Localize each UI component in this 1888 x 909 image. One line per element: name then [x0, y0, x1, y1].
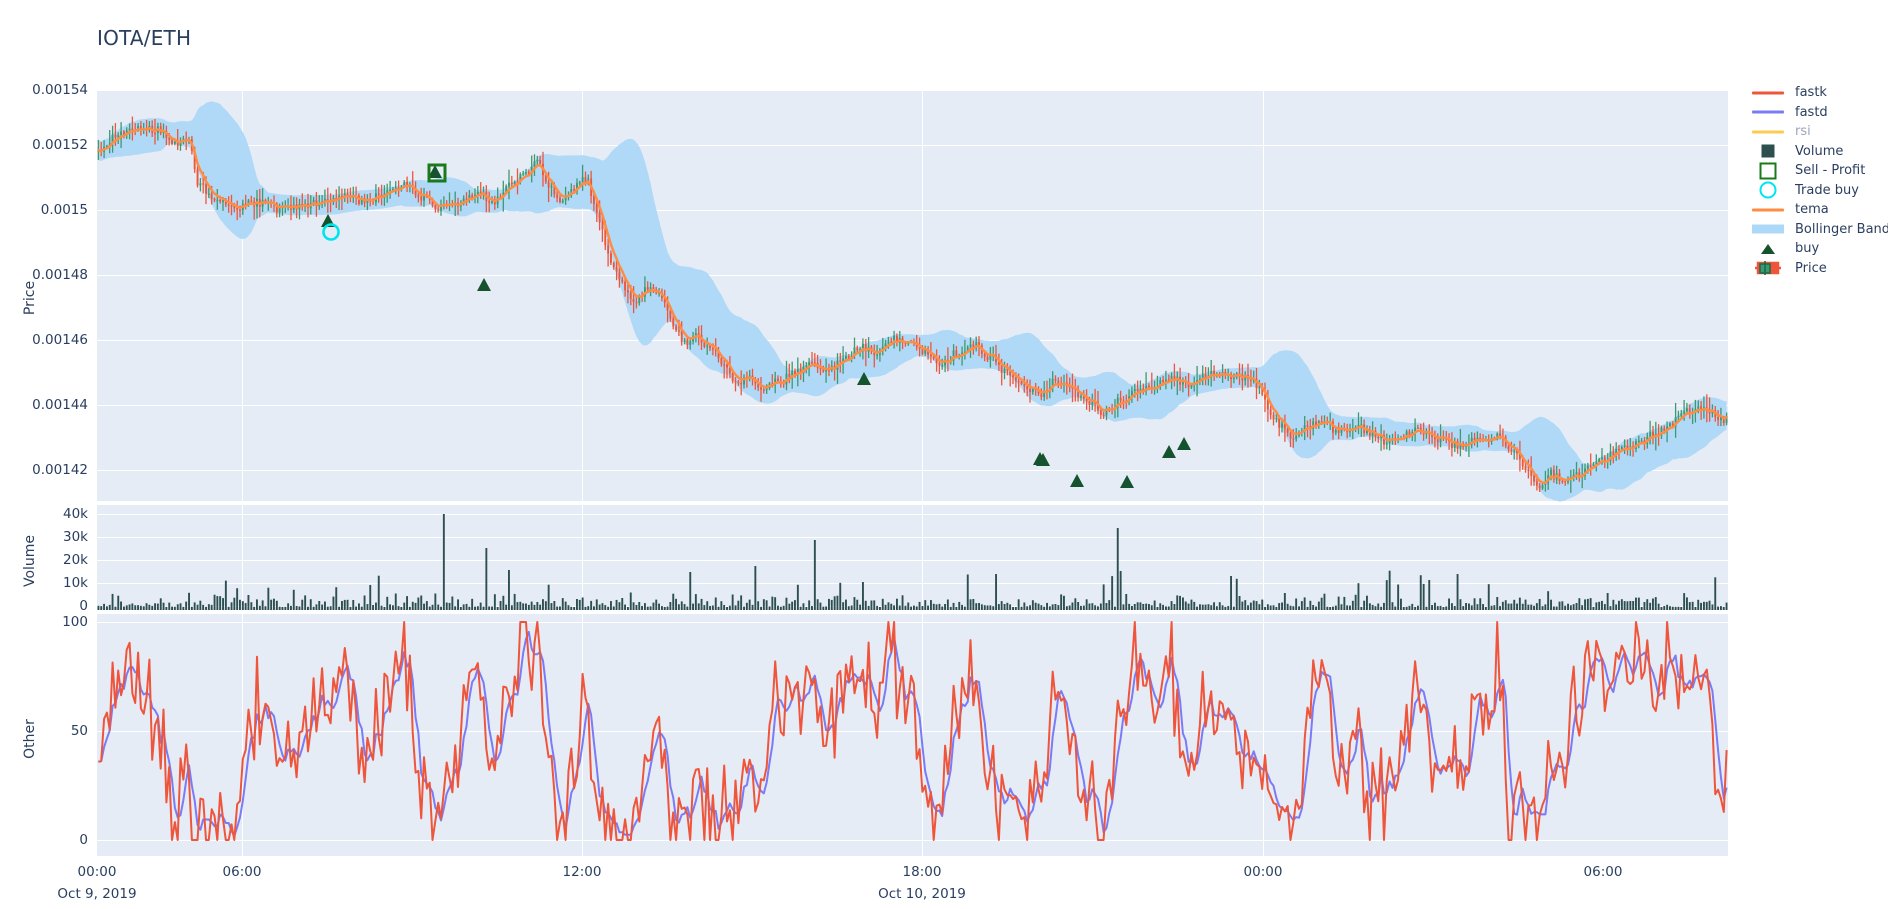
- price-axis-title: Price: [22, 280, 38, 316]
- legend-item-fastk[interactable]: fastk: [1750, 83, 1888, 103]
- y-tick-volume: 20k: [63, 552, 88, 568]
- x-group-label: Oct 9, 2019: [57, 886, 137, 902]
- x-tick: 06:00: [222, 864, 262, 880]
- legend-item-rsi[interactable]: rsi: [1750, 122, 1888, 142]
- y-tick-volume: 0: [79, 598, 88, 614]
- gridline-time: [1263, 614, 1264, 856]
- gridline-time: [582, 614, 583, 856]
- y-tick-volume: 30k: [63, 529, 88, 545]
- legend-label: Trade buy: [1795, 182, 1859, 198]
- y-tick-price: 0.00146: [32, 332, 88, 348]
- gridline-time: [582, 505, 583, 610]
- legend-label: Bollinger Band: [1795, 221, 1888, 237]
- volume-series-layer: [97, 514, 1728, 610]
- legend-label: fastd: [1795, 104, 1828, 120]
- gridline-volume: [97, 514, 1728, 515]
- price-panel: [97, 90, 1728, 502]
- legend-label: buy: [1795, 241, 1820, 257]
- other-series-layer: [98, 621, 1728, 841]
- x-tick: 12:00: [562, 864, 602, 880]
- legend-item-tema[interactable]: tema: [1750, 200, 1888, 220]
- gridline-time: [1263, 505, 1264, 610]
- gridline-other: [97, 622, 1728, 623]
- price-series-layer: [97, 101, 1728, 502]
- legend-item-sell-profit[interactable]: Sell - Profit: [1750, 161, 1888, 181]
- gridline-volume: [97, 606, 1728, 607]
- gridline-other: [97, 840, 1728, 841]
- gridline-price: [97, 470, 1728, 471]
- legend[interactable]: fastk fastd rsi Volume Sell - Profit Tra…: [1750, 83, 1888, 278]
- gridline-price: [97, 145, 1728, 146]
- gridline-volume: [97, 583, 1728, 584]
- x-tick: 18:00: [902, 864, 942, 880]
- line-icon: [1750, 122, 1786, 141]
- candlestick-icon: [1750, 259, 1786, 278]
- legend-item-trade-buy[interactable]: Trade buy: [1750, 181, 1888, 201]
- gridline-volume: [97, 537, 1728, 538]
- legend-item-fastd[interactable]: fastd: [1750, 103, 1888, 123]
- volume-panel: [97, 505, 1728, 610]
- other-panel: [97, 614, 1728, 856]
- y-tick-volume: 10k: [63, 575, 88, 591]
- gridline-time: [242, 614, 243, 856]
- y-tick-price: 0.00144: [32, 397, 88, 413]
- y-tick-price: 0.00152: [32, 137, 88, 153]
- y-tick-price: 0.00154: [32, 82, 88, 98]
- hollow-square-icon: [1750, 161, 1786, 180]
- triangle-up-icon: [1750, 239, 1786, 258]
- y-tick-other: 50: [70, 723, 88, 739]
- line-icon: [1750, 200, 1786, 219]
- gridline-time: [242, 90, 243, 501]
- line-icon: [1750, 103, 1786, 122]
- volume-axis-title: Volume: [22, 534, 38, 588]
- gridline-time: [242, 505, 243, 610]
- gridline-price: [97, 90, 1728, 91]
- legend-label: Price: [1795, 260, 1827, 276]
- gridline-price: [97, 275, 1728, 276]
- legend-item-bollinger-band[interactable]: Bollinger Band: [1750, 220, 1888, 240]
- x-tick: 00:00: [77, 864, 117, 880]
- y-tick-volume: 40k: [63, 506, 88, 522]
- legend-label: fastk: [1795, 85, 1827, 101]
- other-axis-title: Other: [22, 719, 38, 759]
- legend-item-price[interactable]: Price: [1750, 259, 1888, 279]
- y-tick-other: 100: [62, 614, 88, 630]
- band-icon: [1750, 220, 1786, 239]
- legend-label: rsi: [1795, 124, 1811, 140]
- x-tick: 06:00: [1583, 864, 1623, 880]
- x-tick: 00:00: [1243, 864, 1283, 880]
- legend-item-volume[interactable]: Volume: [1750, 142, 1888, 162]
- y-tick-price: 0.00148: [32, 267, 88, 283]
- gridline-price: [97, 405, 1728, 406]
- y-tick-price: 0.00142: [32, 462, 88, 478]
- line-icon: [1750, 83, 1786, 102]
- y-tick-other: 0: [79, 832, 88, 848]
- gridline-other: [97, 731, 1728, 732]
- y-tick-price: 0.0015: [40, 202, 88, 218]
- square-icon: [1750, 142, 1786, 161]
- x-group-label: Oct 10, 2019: [878, 886, 966, 902]
- circle-icon: [1750, 181, 1786, 200]
- page-title: IOTA/ETH: [97, 26, 192, 50]
- gridline-time: [922, 614, 923, 856]
- legend-label: tema: [1795, 202, 1829, 218]
- legend-label: Sell - Profit: [1795, 163, 1866, 179]
- gridline-time: [582, 90, 583, 501]
- gridline-time: [922, 90, 923, 501]
- legend-item-buy[interactable]: buy: [1750, 239, 1888, 259]
- gridline-price: [97, 210, 1728, 211]
- legend-label: Volume: [1795, 143, 1844, 159]
- gridline-volume: [97, 560, 1728, 561]
- gridline-time: [922, 505, 923, 610]
- gridline-time: [1263, 90, 1264, 501]
